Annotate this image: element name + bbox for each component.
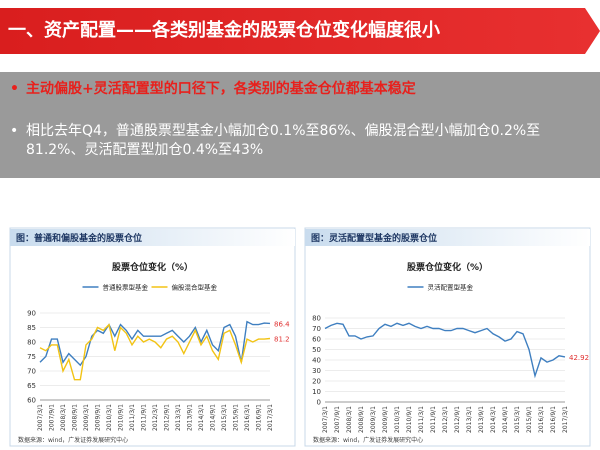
x-tick-label: 2014/3/1	[490, 406, 497, 433]
y-tick-label: 80	[312, 315, 321, 323]
bullet: • 主动偏股+灵活配置型的口径下，各类别的基金仓位都基本稳定	[10, 80, 585, 99]
x-tick-label: 2009/3/1	[370, 406, 377, 433]
x-tick-label: 2007/9/1	[334, 406, 341, 433]
y-tick-label: 70	[312, 325, 321, 333]
x-tick-label: 2016/3/1	[538, 406, 545, 433]
x-tick-label: 2011/3/1	[129, 404, 136, 431]
x-tick-label: 2012/9/1	[164, 404, 171, 431]
legend-label: 灵活配置型基金	[428, 283, 474, 292]
x-tick-label: 2013/3/1	[466, 406, 473, 433]
x-tick-label: 2016/3/1	[244, 404, 251, 431]
x-tick-label: 2012/3/1	[152, 404, 159, 431]
end-value-label: 86.4	[274, 320, 290, 328]
y-tick-label: 85	[27, 324, 36, 332]
x-tick-label: 2007/9/1	[49, 404, 56, 431]
y-tick-label: 40	[312, 357, 321, 365]
x-tick-label: 2011/9/1	[430, 406, 437, 433]
x-tick-label: 2014/9/1	[502, 406, 509, 433]
end-value-label: 81.2	[274, 336, 290, 344]
y-tick-label: 65	[27, 382, 36, 390]
series-line	[39, 320, 271, 367]
bullet-text: 相比去年Q4，普通股票型基金小幅加仓0.1%至86%、偏股混合型小幅加仓0.2%…	[26, 123, 541, 158]
x-tick-label: 2013/3/1	[175, 404, 182, 431]
x-tick-label: 2009/9/1	[382, 406, 389, 433]
x-tick-label: 2010/9/1	[118, 404, 125, 431]
chart-title: 股票仓位变化（%）	[112, 261, 193, 273]
x-tick-label: 2013/9/1	[187, 404, 194, 431]
x-tick-label: 2007/3/1	[322, 406, 329, 433]
y-tick-label: 50	[312, 346, 321, 354]
x-tick-label: 2016/9/1	[256, 404, 263, 431]
x-tick-label: 2017/3/1	[267, 404, 274, 431]
x-tick-label: 2010/3/1	[106, 404, 113, 431]
x-tick-label: 2014/3/1	[198, 404, 205, 431]
x-tick-label: 2011/9/1	[141, 404, 148, 431]
x-tick-label: 2015/9/1	[233, 404, 240, 431]
source-note: 数据来源：wind，广发证券发展研究中心	[313, 436, 423, 444]
bullet-band: • 主动偏股+灵活配置型的口径下，各类别的基金仓位都基本稳定 • 相比去年Q4，普通…	[0, 72, 600, 178]
legend-label: 普通股票型基金	[103, 283, 149, 292]
y-tick-label: 30	[312, 367, 321, 375]
x-tick-label: 2016/9/1	[550, 406, 557, 433]
x-tick-label: 2008/3/1	[60, 404, 67, 431]
x-tick-label: 2012/9/1	[454, 406, 461, 433]
y-tick-label: 70	[27, 368, 36, 376]
series-line	[39, 323, 271, 381]
x-tick-label: 2007/3/1	[37, 404, 44, 431]
legend-label: 偏股混合型基金	[172, 283, 218, 292]
panel-caption-bg	[305, 229, 590, 246]
x-tick-label: 2008/9/1	[358, 406, 365, 433]
panel-border	[9, 227, 296, 447]
x-tick-label: 2010/3/1	[394, 406, 401, 433]
bullet-text: 主动偏股+灵活配置型的口径下，各类别的基金仓位都基本稳定	[26, 81, 416, 97]
y-tick-label: 20	[312, 378, 321, 386]
source-note: 数据来源：wind，广发证券发展研究中心	[18, 436, 128, 444]
y-tick-label: 90	[27, 310, 36, 318]
x-tick-label: 2015/3/1	[221, 404, 228, 431]
end-value-label: 42.92	[569, 354, 589, 362]
x-tick-label: 2008/9/1	[72, 404, 79, 431]
x-tick-label: 2009/3/1	[83, 404, 90, 431]
panel-caption-bg	[10, 229, 295, 246]
x-tick-label: 2010/9/1	[406, 406, 413, 433]
bullet: • 相比去年Q4，普通股票型基金小幅加仓0.1%至86%、偏股混合型小幅加仓0.2…	[10, 122, 585, 160]
x-tick-label: 2012/3/1	[442, 406, 449, 433]
x-tick-label: 2014/9/1	[210, 404, 217, 431]
x-tick-label: 2008/3/1	[346, 406, 353, 433]
y-tick-label: 75	[27, 353, 36, 361]
x-tick-label: 2015/3/1	[514, 406, 521, 433]
series-line	[324, 322, 566, 379]
x-tick-label: 2013/9/1	[478, 406, 485, 433]
x-tick-label: 2011/3/1	[418, 406, 425, 433]
y-tick-label: 80	[27, 339, 36, 347]
y-tick-label: 60	[312, 336, 321, 344]
x-tick-label: 2017/3/1	[562, 406, 569, 433]
slide-title: 一、资产配置——各类别基金的股票仓位变化幅度很小	[0, 8, 600, 54]
panel-caption: 图：灵活配置型基金的股票仓位	[311, 232, 437, 244]
chart-title: 股票仓位变化（%）	[407, 261, 488, 273]
x-tick-label: 2015/9/1	[526, 406, 533, 433]
y-tick-label: 60	[27, 397, 36, 405]
y-tick-label: 0	[317, 399, 321, 407]
panel-border	[304, 227, 591, 447]
x-tick-label: 2009/9/1	[95, 404, 102, 431]
y-tick-label: 10	[312, 388, 321, 396]
panel-caption: 图：普通和偏股基金的股票仓位	[16, 232, 142, 244]
